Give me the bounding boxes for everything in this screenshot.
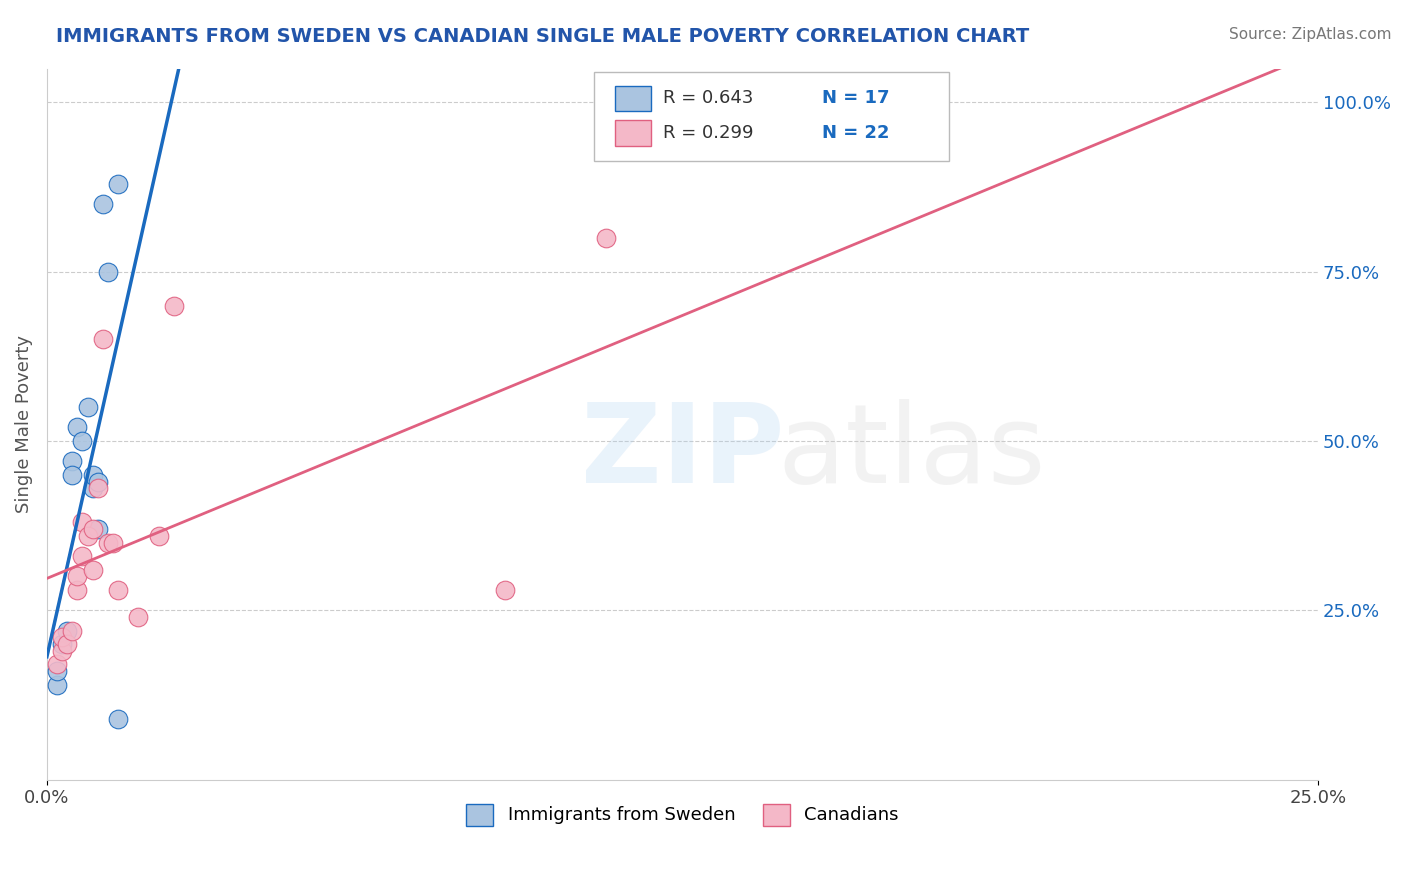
Point <box>72 434 94 448</box>
Point <box>56 624 79 638</box>
Text: ZIP: ZIP <box>581 399 785 506</box>
Point <box>97 265 120 279</box>
Point <box>66 582 89 597</box>
Point <box>87 475 110 489</box>
Point <box>82 522 104 536</box>
Point <box>91 197 114 211</box>
Point <box>87 482 110 496</box>
Point <box>91 333 114 347</box>
Text: R = 0.299: R = 0.299 <box>664 124 754 142</box>
Point <box>72 549 94 563</box>
Point <box>51 631 73 645</box>
Point <box>60 624 83 638</box>
Point <box>66 569 89 583</box>
FancyBboxPatch shape <box>616 86 651 112</box>
Text: atlas: atlas <box>778 399 1046 506</box>
Point <box>101 535 124 549</box>
Point <box>494 582 516 597</box>
Point <box>76 400 98 414</box>
FancyBboxPatch shape <box>616 120 651 146</box>
Point <box>60 454 83 468</box>
Legend: Immigrants from Sweden, Canadians: Immigrants from Sweden, Canadians <box>457 795 908 835</box>
Point <box>107 712 129 726</box>
Point <box>163 299 186 313</box>
Point <box>97 535 120 549</box>
Point <box>46 678 69 692</box>
Point <box>46 665 69 679</box>
Point <box>46 657 69 672</box>
Text: IMMIGRANTS FROM SWEDEN VS CANADIAN SINGLE MALE POVERTY CORRELATION CHART: IMMIGRANTS FROM SWEDEN VS CANADIAN SINGL… <box>56 27 1029 45</box>
Text: Source: ZipAtlas.com: Source: ZipAtlas.com <box>1229 27 1392 42</box>
Point <box>51 644 73 658</box>
Point <box>82 467 104 482</box>
Text: N = 17: N = 17 <box>823 89 890 107</box>
Point <box>76 529 98 543</box>
Y-axis label: Single Male Poverty: Single Male Poverty <box>15 335 32 513</box>
Point <box>82 563 104 577</box>
Point <box>148 529 170 543</box>
Point <box>56 637 79 651</box>
Text: R = 0.643: R = 0.643 <box>664 89 754 107</box>
Point <box>107 177 129 191</box>
Text: N = 22: N = 22 <box>823 124 890 142</box>
Point <box>72 515 94 529</box>
Point <box>127 610 149 624</box>
Point <box>595 231 617 245</box>
Point <box>66 420 89 434</box>
Point <box>51 637 73 651</box>
Point <box>60 467 83 482</box>
Point <box>107 582 129 597</box>
FancyBboxPatch shape <box>593 72 949 161</box>
Point <box>82 482 104 496</box>
Point <box>87 522 110 536</box>
